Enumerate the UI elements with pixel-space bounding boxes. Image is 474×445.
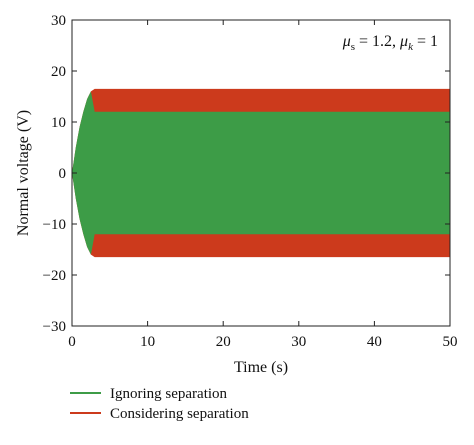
legend-label-considering: Considering separation bbox=[110, 406, 249, 422]
parameter-annotation: μs = 1.2, μk = 1 bbox=[342, 33, 438, 53]
x-tick-label: 50 bbox=[443, 334, 458, 350]
y-tick-label: 10 bbox=[51, 115, 66, 131]
mu-s-value: = 1.2, bbox=[355, 33, 400, 50]
y-tick-label: −20 bbox=[43, 268, 66, 284]
x-tick-label: 20 bbox=[216, 334, 231, 350]
mu-k-symbol: μ bbox=[399, 33, 408, 50]
y-axis-title: Normal voltage (V) bbox=[15, 110, 32, 236]
series-layer bbox=[72, 88, 450, 258]
x-tick-label: 0 bbox=[68, 334, 76, 350]
mu-s-subscript: s bbox=[351, 41, 355, 53]
y-tick-label: 20 bbox=[51, 64, 66, 80]
mu-k-value: = 1 bbox=[413, 33, 438, 50]
y-tick-label: −30 bbox=[43, 319, 66, 335]
ticks-layer: 0 10 20 30 40 50 −30 −20 −10 0 10 20 30 bbox=[43, 13, 458, 350]
x-tick-label: 10 bbox=[140, 334, 155, 350]
x-axis-title: Time (s) bbox=[234, 359, 288, 376]
x-tick-label: 30 bbox=[291, 334, 306, 350]
mu-s-symbol: μ bbox=[342, 33, 351, 50]
y-tick-label: 0 bbox=[59, 166, 67, 182]
y-tick-label: 30 bbox=[51, 13, 66, 29]
legend: Ignoring separation Considering separati… bbox=[70, 386, 249, 422]
x-tick-label: 40 bbox=[367, 334, 382, 350]
legend-label-ignoring: Ignoring separation bbox=[110, 386, 228, 402]
mu-k-subscript: k bbox=[408, 41, 414, 53]
series-area-ignoring-separation bbox=[72, 91, 450, 255]
y-tick-label: −10 bbox=[43, 217, 66, 233]
